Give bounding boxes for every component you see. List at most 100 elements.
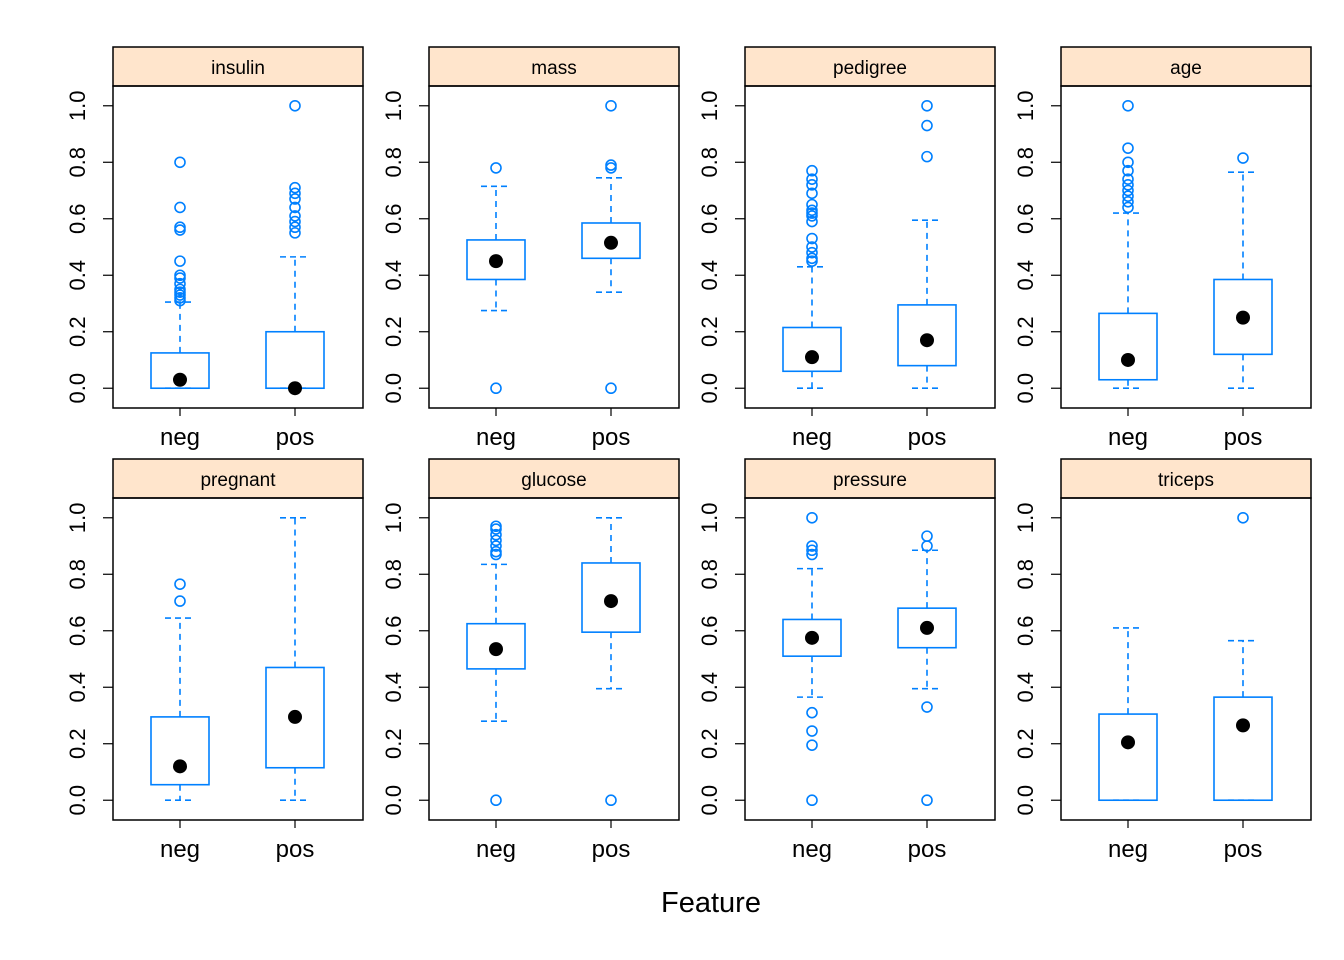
x-tick-label: pos: [592, 836, 631, 863]
outlier-point: [174, 221, 186, 234]
outlier-point: [174, 269, 186, 282]
outlier-point: [921, 794, 933, 807]
outlier-point: [289, 215, 301, 228]
median-dot: [1236, 310, 1250, 325]
y-tick-label: 1.0: [381, 90, 406, 121]
y-tick-label: 0.4: [697, 672, 722, 703]
panel-triceps: triceps 0.0 0.2 0.4 0.6 0.8 1.0 neg pos: [1013, 458, 1312, 863]
x-tick-label: pos: [1224, 836, 1263, 863]
outlier-point: [490, 520, 502, 533]
y-tick-label: 0.6: [697, 203, 722, 234]
y-tick-label: 0.2: [697, 316, 722, 347]
median-dot: [489, 254, 503, 269]
box-iqr: [1098, 713, 1158, 802]
y-tick-label: 0.4: [1013, 260, 1038, 291]
panel-glucose: glucose 0.0 0.2 0.4 0.6 0.8 1.0 neg pos: [381, 458, 680, 863]
strip-label-age: age: [1170, 58, 1202, 79]
strip-glucose: [428, 458, 680, 499]
strip-label-insulin: insulin: [211, 58, 265, 79]
y-tick-label: 1.0: [65, 502, 90, 533]
median-dot: [805, 350, 819, 365]
y-tick-label: 0.8: [1013, 147, 1038, 178]
y-tick-label: 0.2: [65, 728, 90, 759]
box-mass-pos: [581, 99, 641, 395]
box-triceps-neg: [1098, 627, 1158, 802]
box-pressure-neg: [782, 511, 842, 807]
box-iqr: [897, 304, 957, 367]
outlier-point: [174, 255, 186, 267]
x-tick-label: neg: [792, 836, 832, 863]
x-axis-title: Feature: [661, 887, 761, 919]
outlier-point: [806, 215, 818, 228]
y-tick-label: 1.0: [381, 502, 406, 533]
outlier-point: [605, 159, 617, 171]
panel-age: age 0.0 0.2 0.4 0.6 0.8 1.0 neg pos: [1013, 46, 1312, 451]
box-iqr: [1213, 696, 1273, 802]
x-tick-label: pos: [908, 424, 947, 451]
x-tick-label: neg: [792, 424, 832, 451]
outlier-point: [1237, 152, 1249, 164]
panel-pregnant: pregnant 0.0 0.2 0.4 0.6 0.8 1.0 neg pos: [65, 458, 364, 863]
y-tick-label: 1.0: [1013, 502, 1038, 533]
box-iqr: [581, 222, 641, 260]
median-dot: [920, 620, 934, 635]
outlier-point: [806, 241, 818, 253]
outlier-point: [174, 578, 186, 590]
y-tick-label: 0.4: [697, 260, 722, 291]
outlier-point: [605, 382, 617, 395]
outlier-point: [490, 534, 502, 547]
median-dot: [288, 381, 302, 396]
box-insulin-neg: [150, 156, 210, 390]
median-dot: [1121, 352, 1135, 367]
x-tick-label: pos: [1224, 424, 1263, 451]
y-tick-label: 0.8: [381, 147, 406, 178]
outlier-point: [174, 277, 186, 290]
median-dot: [173, 372, 187, 387]
box-iqr: [466, 622, 526, 670]
box-iqr: [782, 326, 842, 373]
y-tick-label: 0.0: [1013, 785, 1038, 816]
box-pressure-pos: [897, 530, 957, 807]
outlier-point: [806, 198, 818, 211]
outlier-point: [921, 530, 933, 542]
box-iqr: [897, 607, 957, 649]
y-tick-label: 0.0: [65, 373, 90, 404]
outlier-point: [289, 181, 301, 194]
strip-pedigree: [744, 46, 996, 87]
outlier-point: [806, 548, 818, 561]
outlier-point: [806, 164, 818, 177]
y-tick-label: 0.8: [381, 559, 406, 590]
y-tick-label: 0.2: [1013, 728, 1038, 759]
y-tick-label: 0.0: [1013, 373, 1038, 404]
box-mass-neg: [466, 162, 526, 395]
outlier-point: [289, 221, 301, 234]
outlier-point: [806, 794, 818, 807]
outlier-point: [174, 156, 186, 169]
box-iqr: [466, 239, 526, 281]
panel-mass: mass 0.0 0.2 0.4 0.6 0.8 1.0 neg pos: [381, 46, 680, 451]
x-tick-label: pos: [276, 424, 315, 451]
outlier-point: [921, 119, 933, 132]
y-tick-label: 0.2: [381, 728, 406, 759]
box-glucose-pos: [581, 516, 641, 807]
outlier-point: [1122, 173, 1134, 186]
outlier-point: [921, 99, 933, 112]
box-iqr: [782, 618, 842, 657]
outlier-point: [605, 99, 617, 112]
y-tick-label: 0.6: [381, 203, 406, 234]
outlier-point: [289, 193, 301, 205]
outlier-point: [174, 201, 186, 214]
x-tick-label: neg: [476, 836, 516, 863]
x-tick-label: pos: [276, 836, 315, 863]
y-tick-label: 0.0: [381, 373, 406, 404]
strip-triceps: [1060, 458, 1312, 499]
box-iqr: [1098, 312, 1158, 381]
y-tick-label: 0.8: [697, 559, 722, 590]
outlier-point: [490, 162, 502, 174]
strip-label-pressure: pressure: [833, 470, 907, 491]
box-iqr: [150, 716, 210, 786]
strip-label-pregnant: pregnant: [200, 470, 276, 491]
x-tick-label: neg: [1108, 836, 1148, 863]
outlier-point: [806, 706, 818, 719]
